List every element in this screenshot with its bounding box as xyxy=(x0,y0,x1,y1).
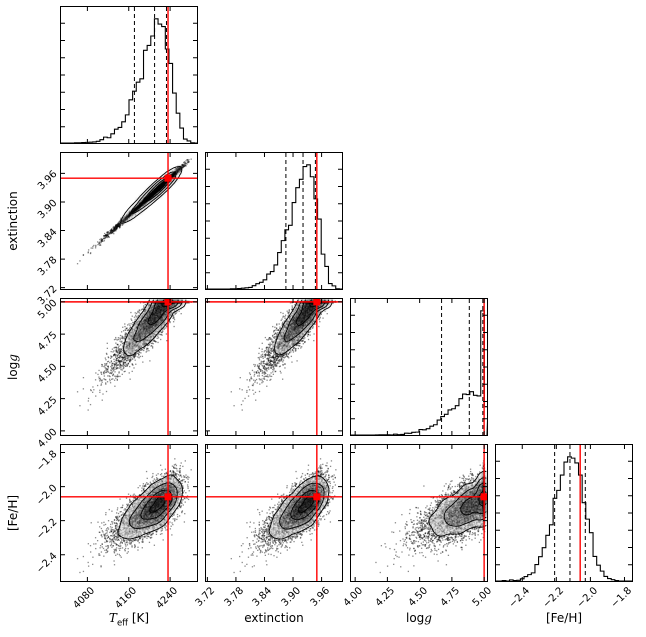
x-tick-label-feh-2: −2.0 xyxy=(575,585,601,611)
y-axis-label-extinction: extinction xyxy=(6,191,20,251)
x-tick-label-teff-0: 4080 xyxy=(71,585,98,612)
x-tick-label-logg-0: 4.00 xyxy=(341,585,366,609)
x-axis-label-logg: logg xyxy=(406,611,432,625)
y-axis-label-feh: [Fe/H] xyxy=(6,494,20,532)
x-tick-label-teff-2: 4240 xyxy=(154,585,181,612)
x-tick-label-extinction-0: 3.72 xyxy=(193,585,218,609)
panel-scatter-teff-feh xyxy=(60,444,198,582)
y-tick-label-feh-1: −2.2 xyxy=(34,516,60,542)
x-tick-label-logg-4: 5.00 xyxy=(470,585,495,609)
y-tick-label-feh-2: −2.0 xyxy=(34,482,60,508)
x-tick-label-logg-3: 4.75 xyxy=(438,585,462,609)
x-tick-label-feh-0: −2.4 xyxy=(507,585,533,611)
y-tick-label-feh-0: −2.4 xyxy=(34,550,60,576)
y-tick-label-logg-2: 4.50 xyxy=(36,362,60,386)
panel-hist-teff xyxy=(60,6,198,144)
x-tick-label-extinction-2: 3.84 xyxy=(251,585,275,609)
x-axis-label-feh: [Fe/H] xyxy=(545,611,583,625)
panel-hist-feh xyxy=(495,444,633,582)
y-axis-label-logg: logg xyxy=(6,354,20,380)
panel-scatter-extinction-feh xyxy=(205,444,343,582)
panel-scatter-logg-feh xyxy=(350,444,488,582)
y-tick-label-logg-0: 4.00 xyxy=(36,426,60,451)
x-axis-label-teff: Teff [K] xyxy=(108,611,150,629)
x-tick-label-logg-2: 4.50 xyxy=(406,585,430,609)
panel-scatter-teff-extinction xyxy=(60,152,198,290)
panel-scatter-extinction-logg xyxy=(205,298,343,436)
y-tick-label-logg-3: 4.75 xyxy=(36,329,60,354)
y-tick-label-extinction-2: 3.84 xyxy=(36,226,60,250)
x-tick-label-extinction-3: 3.90 xyxy=(279,585,304,609)
x-tick-label-feh-1: −2.2 xyxy=(541,585,567,611)
x-tick-label-logg-1: 4.25 xyxy=(373,585,398,609)
x-tick-label-feh-3: −1.8 xyxy=(609,585,635,611)
panel-hist-logg xyxy=(350,298,488,436)
y-tick-label-extinction-1: 3.78 xyxy=(36,254,60,279)
y-tick-label-logg-1: 4.25 xyxy=(36,394,60,418)
y-tick-label-extinction-4: 3.96 xyxy=(36,169,60,193)
x-tick-label-extinction-1: 3.78 xyxy=(222,585,246,609)
x-tick-label-extinction-4: 3.96 xyxy=(308,585,332,609)
panel-scatter-teff-logg xyxy=(60,298,198,436)
x-axis-label-extinction: extinction xyxy=(244,611,304,625)
y-tick-label-feh-3: −1.8 xyxy=(34,448,60,474)
x-tick-label-teff-1: 4160 xyxy=(113,585,139,612)
panel-hist-extinction xyxy=(205,152,343,290)
y-tick-label-extinction-3: 3.90 xyxy=(36,197,60,222)
